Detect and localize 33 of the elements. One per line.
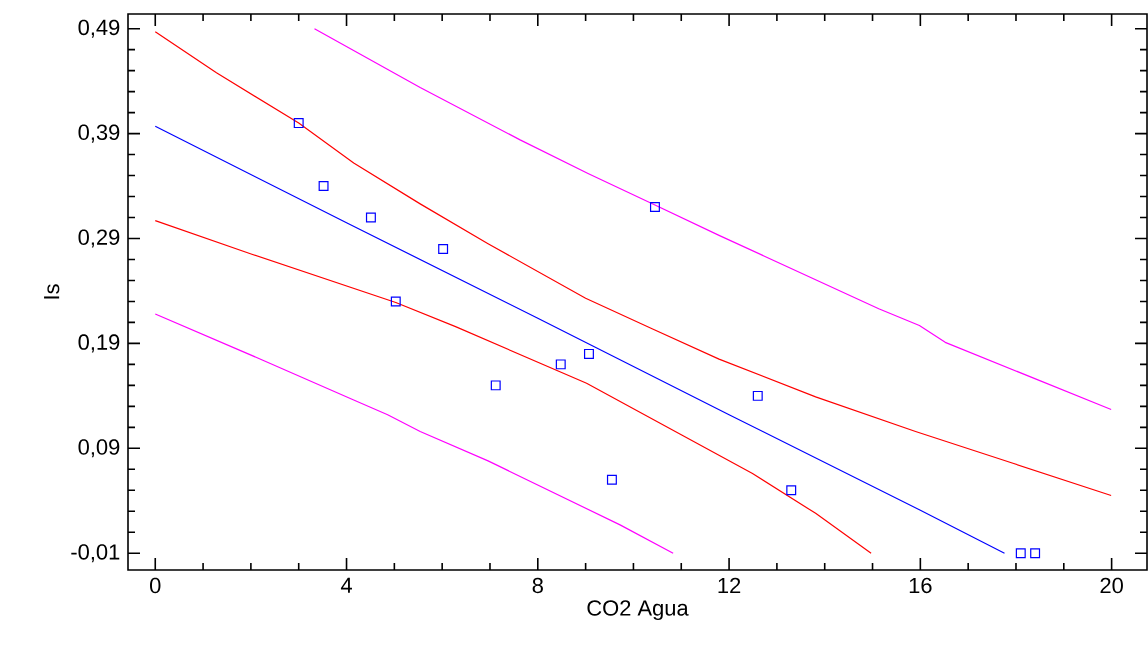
y-tick-label: 0,09 (78, 439, 120, 458)
point (786, 485, 797, 496)
x-tick-label: 0 (150, 577, 161, 594)
point (1015, 548, 1026, 559)
x-tick-label: 20 (1100, 577, 1123, 594)
y-tick-label: 0,19 (78, 334, 120, 353)
point (490, 380, 501, 391)
y-tick-label: -0,01 (71, 544, 120, 563)
x-tick-label: 4 (340, 577, 352, 593)
y-axis-title: Is (44, 284, 60, 299)
x-tick-label: 8 (532, 577, 543, 594)
point (583, 348, 594, 359)
line-series (154, 125, 1006, 554)
y-tick-label: 0,39 (78, 124, 120, 143)
point (318, 181, 329, 192)
x-tick-label: 12 (718, 577, 741, 594)
x-tick-label: 16 (909, 577, 932, 594)
line-series (154, 220, 872, 554)
y-tick-label: 0,29 (78, 229, 120, 248)
line-series (154, 31, 1112, 497)
line-series (154, 313, 674, 554)
x-axis-title: CO2 Agua (587, 600, 689, 621)
point (293, 118, 304, 129)
point (365, 212, 376, 223)
point (390, 296, 401, 307)
point (1030, 548, 1041, 559)
line-series (313, 28, 1112, 411)
point (438, 244, 449, 254)
point (606, 474, 617, 485)
point (752, 390, 763, 401)
y-tick-label: 0,49 (78, 19, 120, 38)
point (555, 359, 566, 370)
point (649, 202, 660, 213)
